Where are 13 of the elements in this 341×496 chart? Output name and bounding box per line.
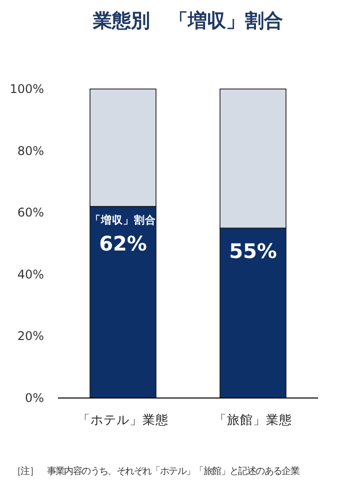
x-tick-label: 「旅館」業態 — [214, 412, 292, 427]
text: ［注］ 事業内容のうち、それぞれ「ホテル」「旅館」と記述のある企業 — [12, 466, 300, 477]
y-tick-label: 100% — [10, 82, 44, 96]
y-tick-label: 60% — [17, 206, 44, 220]
data-label: 55% — [229, 239, 277, 264]
x-tick-label: 「ホテル」業態 — [78, 412, 168, 427]
y-tick-label: 20% — [17, 329, 44, 344]
y-tick-label: 0% — [24, 391, 44, 405]
chart-title: 業態別 「増収」割合 — [92, 10, 283, 32]
y-tick-label: 40% — [17, 267, 44, 282]
data-label: 62% — [99, 231, 147, 256]
annotation: 「増収」割合 — [90, 213, 156, 226]
y-tick-label: 80% — [17, 144, 44, 158]
